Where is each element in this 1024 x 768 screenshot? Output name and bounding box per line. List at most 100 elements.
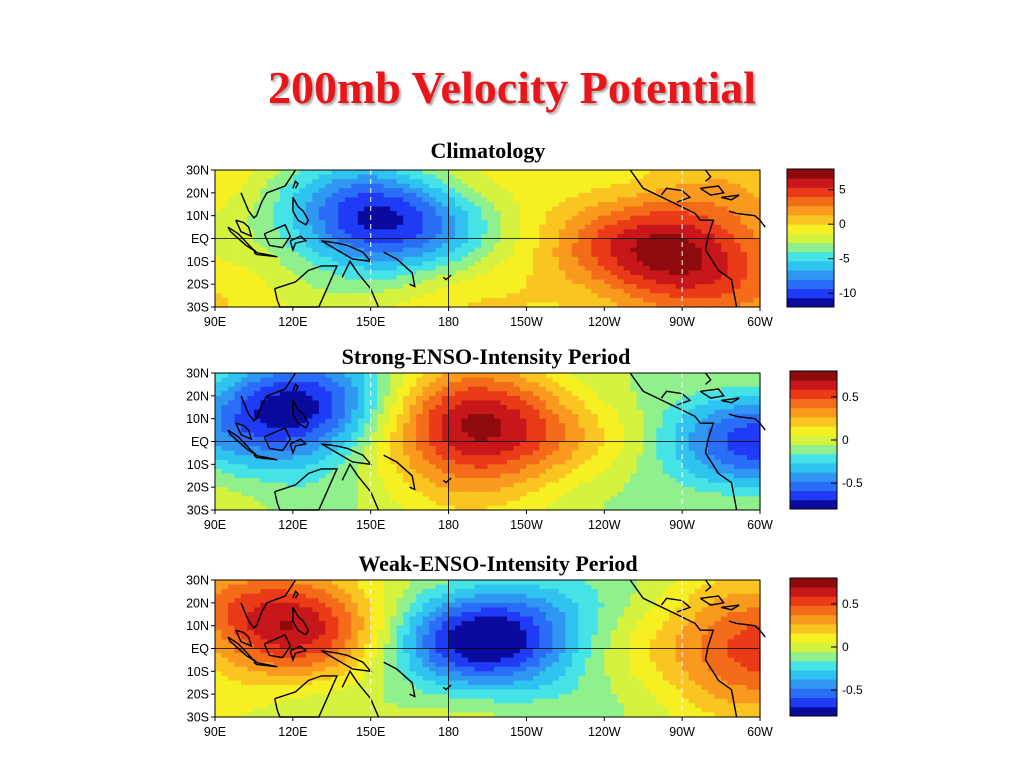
field-cell [364, 427, 372, 433]
field-cell [747, 183, 755, 189]
field-cell [545, 252, 553, 258]
field-cell [448, 441, 456, 447]
field-cell [299, 436, 307, 443]
field-cell [656, 302, 664, 308]
field-cell [396, 197, 404, 203]
field-cell [662, 265, 670, 272]
field-cell [390, 229, 398, 235]
field-cell [753, 233, 761, 240]
field-cell [338, 395, 346, 401]
field-cell [325, 432, 333, 438]
field-cell [682, 455, 690, 461]
field-cell [513, 238, 521, 244]
field-cell [740, 170, 748, 176]
field-cell [662, 482, 670, 488]
field-cell [630, 391, 638, 397]
field-cell [442, 243, 450, 249]
field-cell [234, 404, 242, 411]
field-cell [630, 265, 638, 272]
field-cell [682, 423, 690, 429]
field-cell [390, 446, 398, 452]
field-cell [532, 247, 541, 253]
field-cell [318, 382, 326, 388]
field-cell [675, 270, 683, 276]
field-cell [253, 174, 262, 180]
field-cell [442, 377, 450, 383]
field-cell [688, 265, 696, 272]
field-cell [325, 229, 333, 235]
field-cell [448, 206, 456, 212]
field-cell [695, 427, 703, 433]
field-cell [305, 211, 313, 217]
field-cell [695, 400, 703, 406]
field-cell [617, 377, 625, 383]
field-cell [318, 414, 326, 420]
field-cell [455, 436, 463, 443]
field-cell [240, 279, 249, 285]
field-cell [370, 233, 378, 240]
field-cell [247, 206, 255, 212]
field-cell [747, 496, 755, 502]
field-cell [273, 464, 281, 470]
field-cell [682, 377, 690, 383]
field-cell [325, 297, 333, 304]
field-cell [403, 183, 411, 189]
field-cell [584, 423, 592, 429]
field-cell [234, 206, 242, 212]
field-cell [221, 487, 229, 493]
field-cell [623, 446, 631, 452]
field-cell [266, 270, 274, 276]
field-cell [526, 297, 534, 304]
field-cell [532, 224, 541, 230]
field-cell [649, 215, 657, 221]
field-cell [636, 247, 644, 253]
field-cell [506, 450, 515, 456]
field-cell [435, 459, 443, 465]
field-cell [370, 423, 378, 429]
field-cell [364, 482, 372, 488]
field-cell [539, 233, 547, 240]
field-cell [734, 391, 742, 397]
field-cell [487, 382, 495, 388]
field-cell [643, 482, 651, 488]
field-cell [286, 243, 294, 249]
field-cell [526, 432, 534, 438]
field-cell [305, 188, 313, 194]
field-cell [390, 215, 398, 221]
field-cell [695, 265, 703, 272]
field-cell [253, 206, 262, 212]
field-cell [656, 395, 664, 401]
field-cell [610, 446, 618, 452]
field-cell [714, 247, 722, 253]
field-cell [448, 446, 456, 452]
field-cell [584, 427, 592, 433]
coastline [704, 169, 712, 182]
field-cell [221, 423, 229, 429]
field-cell [377, 427, 385, 433]
field-cell [390, 206, 398, 212]
field-cell [740, 192, 748, 198]
field-cell [701, 220, 709, 226]
field-cell [468, 404, 476, 411]
field-cell [675, 275, 683, 281]
field-cell [442, 473, 450, 479]
field-cell [357, 373, 365, 379]
field-cell [468, 211, 476, 217]
field-cell [597, 275, 605, 281]
field-cell [721, 478, 729, 484]
field-cell [435, 395, 443, 401]
field-cell [643, 414, 651, 420]
field-cell [429, 395, 437, 401]
field-cell [610, 206, 618, 212]
field-cell [636, 382, 644, 388]
field-cell [610, 496, 618, 502]
field-cell [662, 491, 670, 497]
field-cell [662, 464, 670, 470]
field-cell [299, 284, 307, 290]
field-cell [727, 373, 735, 379]
field-cell [695, 252, 703, 258]
field-cell [539, 395, 547, 401]
field-cell [325, 436, 333, 443]
field-cell [409, 206, 417, 212]
field-cell [708, 446, 716, 452]
